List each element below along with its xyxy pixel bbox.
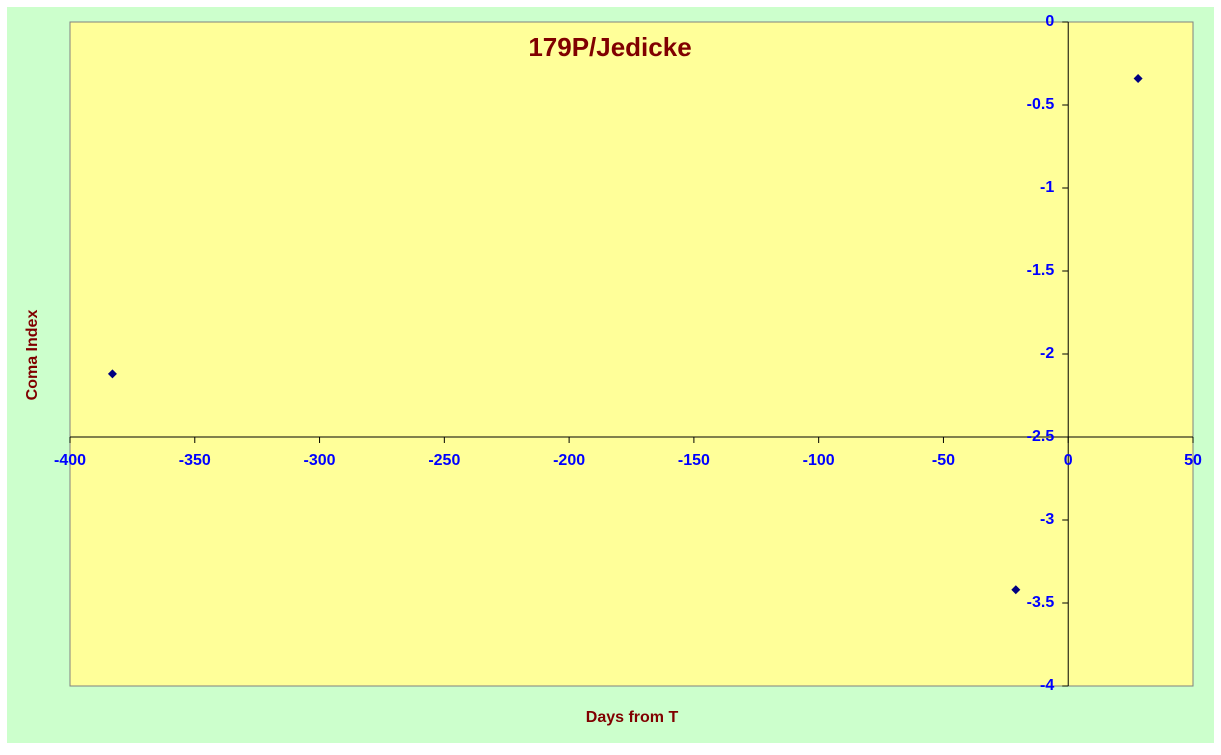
y-tick-label: -3.5 <box>1027 594 1055 611</box>
y-tick-label: -4 <box>1040 677 1054 694</box>
y-tick-label: 0 <box>1045 13 1054 30</box>
x-tick-label: -50 <box>932 452 955 469</box>
y-tick-label: -2.5 <box>1027 428 1055 445</box>
x-tick-label: 50 <box>1184 452 1202 469</box>
x-axis-label: Days from T <box>586 709 679 726</box>
data-point <box>1133 73 1143 83</box>
y-tick-label: -1 <box>1040 179 1054 196</box>
plot-area <box>69 21 1194 687</box>
x-tick-label: -100 <box>803 452 835 469</box>
y-tick-label: -2 <box>1040 345 1054 362</box>
x-tick-label: -150 <box>678 452 710 469</box>
y-tick-label: -0.5 <box>1027 96 1055 113</box>
x-tick-label: -300 <box>304 452 336 469</box>
x-tick-label: 0 <box>1064 452 1073 469</box>
y-tick-label: -3 <box>1040 511 1054 528</box>
y-axis-label: Coma Index <box>24 310 41 401</box>
y-tick-label: -1.5 <box>1027 262 1055 279</box>
data-point <box>1011 585 1021 595</box>
x-tick-label: -250 <box>428 452 460 469</box>
chart-title: 179P/Jedicke <box>528 32 691 62</box>
data-point <box>107 369 117 379</box>
x-tick-label: -400 <box>54 452 86 469</box>
x-tick-label: -350 <box>179 452 211 469</box>
x-tick-label: -200 <box>553 452 585 469</box>
